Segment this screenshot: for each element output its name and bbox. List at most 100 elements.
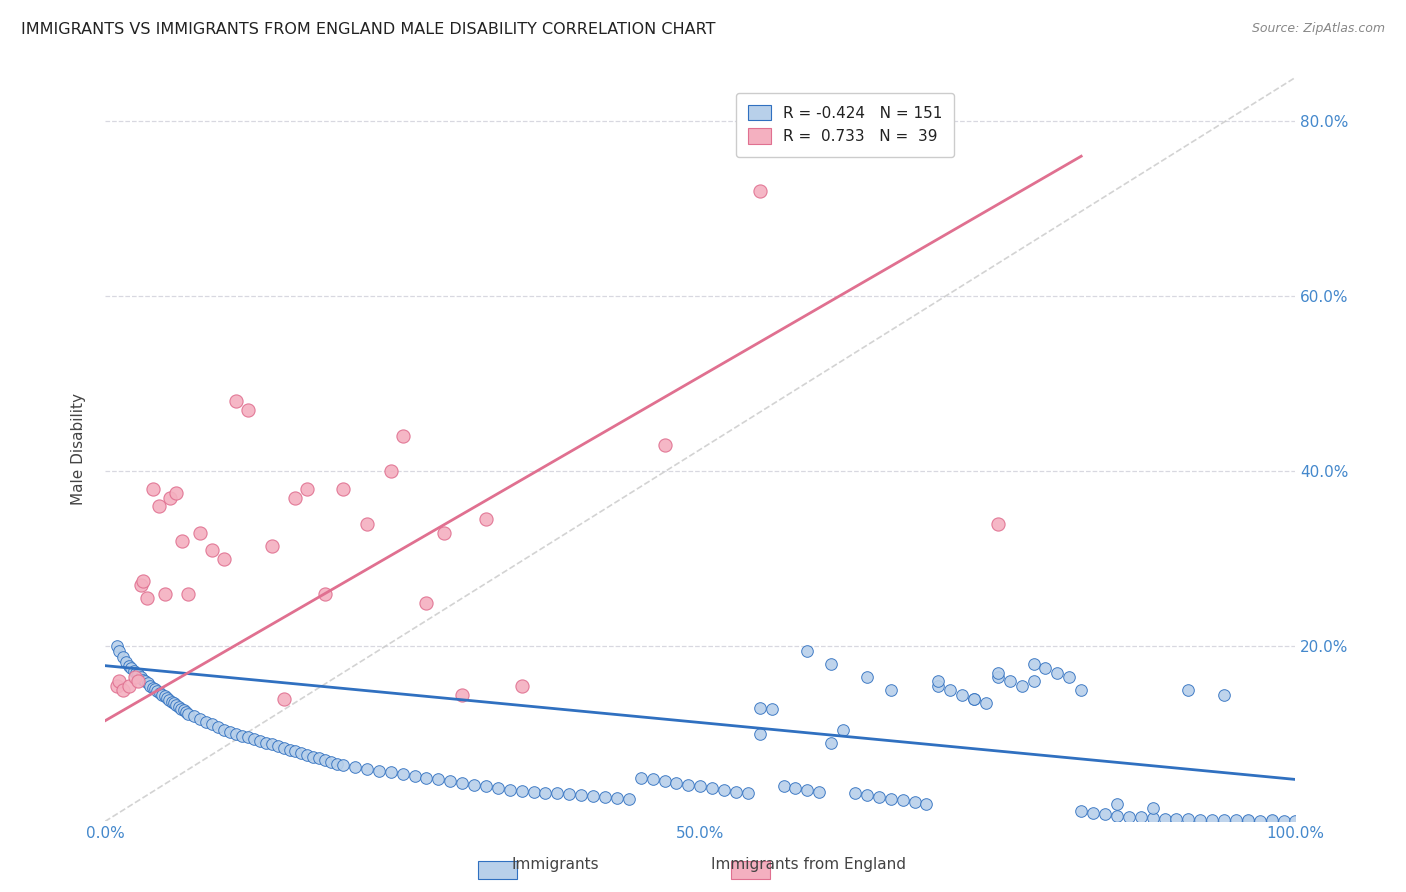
Point: [297, 747, 319, 762]
Point: [700, 781, 723, 796]
Point: [1022, 657, 1045, 671]
Point: [785, 781, 807, 796]
Y-axis label: Male Disability: Male Disability: [72, 393, 86, 506]
Point: [1070, 804, 1092, 818]
Point: [165, 486, 187, 500]
Point: [156, 691, 179, 706]
Point: [153, 587, 176, 601]
Point: [510, 679, 533, 693]
Point: [122, 664, 145, 678]
Point: [105, 640, 128, 654]
Point: [1129, 810, 1152, 824]
Point: [1249, 814, 1271, 828]
Point: [132, 673, 155, 687]
Point: [134, 674, 156, 689]
Point: [856, 670, 879, 684]
Point: [142, 681, 165, 695]
Point: [201, 717, 224, 731]
Point: [167, 699, 190, 714]
Point: [142, 482, 165, 496]
Point: [832, 723, 855, 737]
Point: [108, 644, 131, 658]
Point: [1153, 812, 1175, 826]
Point: [915, 797, 938, 811]
Point: [225, 727, 247, 741]
Point: [165, 698, 187, 712]
Point: [380, 765, 402, 780]
Point: [748, 727, 770, 741]
Point: [903, 795, 925, 809]
Point: [1022, 674, 1045, 689]
Point: [219, 725, 242, 739]
Point: [105, 679, 128, 693]
Point: [108, 674, 131, 689]
Point: [654, 438, 676, 452]
Point: [1105, 809, 1128, 823]
Point: [174, 705, 197, 719]
Point: [115, 655, 138, 669]
Point: [150, 688, 173, 702]
Point: [499, 783, 522, 797]
Point: [558, 787, 581, 801]
Point: [569, 788, 592, 802]
Point: [183, 709, 205, 723]
Point: [891, 793, 914, 807]
Point: [1260, 814, 1282, 828]
Point: [463, 778, 485, 792]
Point: [111, 649, 134, 664]
Point: [1177, 812, 1199, 826]
Point: [266, 739, 288, 754]
Point: [249, 734, 271, 748]
Point: [207, 720, 229, 734]
Point: [593, 789, 616, 804]
Text: Immigrants from England: Immigrants from England: [711, 857, 905, 872]
Point: [243, 732, 266, 747]
Point: [177, 706, 200, 721]
Point: [796, 783, 818, 797]
Point: [212, 723, 235, 737]
Point: [879, 683, 901, 698]
Point: [1011, 679, 1033, 693]
Point: [139, 679, 162, 693]
Point: [1142, 811, 1164, 825]
Point: [143, 682, 166, 697]
Point: [987, 665, 1010, 680]
Legend: R = -0.424   N = 151, R =  0.733   N =  39: R = -0.424 N = 151, R = 0.733 N = 39: [735, 93, 955, 157]
Point: [212, 552, 235, 566]
Point: [1201, 813, 1223, 827]
Point: [522, 785, 544, 799]
Point: [927, 674, 949, 689]
Point: [195, 714, 218, 729]
Point: [665, 776, 688, 790]
Point: [254, 736, 277, 750]
Point: [606, 790, 628, 805]
Point: [290, 746, 312, 760]
Point: [367, 764, 389, 778]
Point: [427, 772, 450, 787]
Point: [950, 688, 973, 702]
Point: [713, 783, 735, 797]
Point: [118, 679, 141, 693]
Point: [654, 774, 676, 789]
Point: [260, 738, 283, 752]
Point: [486, 781, 509, 796]
Point: [356, 516, 378, 531]
Point: [963, 692, 986, 706]
Point: [148, 500, 170, 514]
Point: [129, 578, 152, 592]
Point: [808, 785, 831, 799]
Point: [1142, 801, 1164, 815]
Point: [321, 755, 343, 769]
Point: [1284, 814, 1306, 828]
Point: [415, 596, 437, 610]
Point: [159, 491, 181, 505]
Point: [356, 762, 378, 776]
Point: [1272, 814, 1295, 828]
Point: [129, 670, 152, 684]
Point: [231, 729, 253, 743]
Point: [737, 787, 759, 801]
Point: [127, 674, 149, 689]
Point: [1237, 813, 1260, 827]
Point: [124, 670, 146, 684]
Point: [987, 670, 1010, 684]
